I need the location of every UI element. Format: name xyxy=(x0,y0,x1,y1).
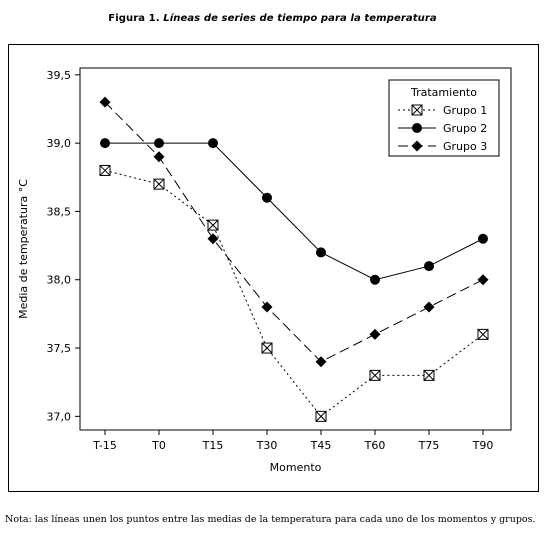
x-tick-label: T90 xyxy=(472,439,494,452)
footnote: Nota: las líneas unen los puntos entre l… xyxy=(5,514,536,525)
x-tick-label: T0 xyxy=(151,439,166,452)
series-line-2 xyxy=(105,142,484,281)
series-line-3 xyxy=(104,101,484,363)
data-point xyxy=(423,369,435,381)
data-point xyxy=(412,123,422,133)
x-tick-label: T15 xyxy=(202,439,224,452)
y-tick-label: 38,0 xyxy=(47,274,72,287)
data-point xyxy=(153,151,165,163)
legend-label: Grupo 3 xyxy=(443,140,487,153)
data-point xyxy=(369,369,381,381)
y-tick-label: 39,0 xyxy=(47,137,72,150)
x-axis-label: Momento xyxy=(270,461,322,474)
y-tick-label: 38,5 xyxy=(47,205,72,218)
series-line-1 xyxy=(104,169,484,418)
data-point xyxy=(153,178,165,190)
figure-caption: Figura 1. Líneas de series de tiempo par… xyxy=(0,13,545,24)
x-tick-label: T75 xyxy=(418,439,440,452)
legend-box xyxy=(388,79,500,157)
data-point xyxy=(478,233,488,244)
data-point xyxy=(411,104,423,116)
data-point xyxy=(369,328,381,340)
figure-label: Figura 1. xyxy=(108,13,160,24)
data-point xyxy=(100,138,110,149)
series-markers xyxy=(99,96,489,422)
x-tick-label: T45 xyxy=(310,439,332,452)
data-point xyxy=(261,342,273,354)
data-point xyxy=(477,274,489,286)
data-point xyxy=(423,301,435,313)
data-point xyxy=(99,96,111,108)
data-point xyxy=(207,219,219,231)
data-point xyxy=(370,274,380,285)
chart-frame xyxy=(8,44,539,492)
y-tick-label: 37,5 xyxy=(47,342,72,355)
series-lines xyxy=(104,101,484,418)
y-axis-label: Media de temperatura °C xyxy=(17,179,30,319)
data-point xyxy=(99,164,111,176)
data-point xyxy=(315,356,327,368)
data-point xyxy=(262,192,272,203)
data-point xyxy=(411,140,423,152)
y-tick-label: 39,5 xyxy=(47,69,72,82)
data-point xyxy=(315,410,327,422)
legend-title: Tratamiento xyxy=(410,86,477,99)
figure-title: Líneas de series de tiempo para la tempe… xyxy=(163,13,437,24)
data-point xyxy=(207,233,219,245)
data-point xyxy=(316,247,326,258)
data-point xyxy=(477,328,489,340)
axes: 37,0 37,5 38,0 38,5 39,0 39,5 T-15 T0 T15 T30 T45 T… xyxy=(47,69,494,452)
y-tick-label: 37,0 xyxy=(47,410,72,423)
data-point xyxy=(154,138,164,149)
legend: Tratamiento Grupo 1 Grupo 2 Grupo 3 xyxy=(388,79,500,157)
legend-label: Grupo 2 xyxy=(443,122,487,135)
legend-label: Grupo 1 xyxy=(443,104,487,117)
data-point xyxy=(208,138,218,149)
plot-area xyxy=(79,67,512,431)
data-point xyxy=(424,261,434,272)
data-point xyxy=(261,301,273,313)
x-tick-label: T-15 xyxy=(92,439,117,452)
x-tick-label: T30 xyxy=(256,439,278,452)
x-tick-label: T60 xyxy=(364,439,386,452)
